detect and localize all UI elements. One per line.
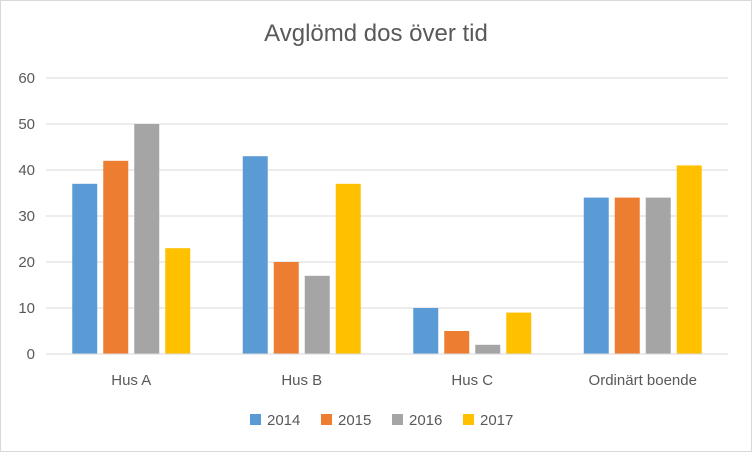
legend-label: 2015	[338, 412, 371, 429]
y-tick-label: 10	[18, 300, 35, 317]
legend-swatch-2014	[250, 414, 261, 425]
legend-label: 2017	[480, 412, 513, 429]
y-tick-label: 0	[27, 346, 35, 363]
bar-2014-0	[72, 183, 98, 354]
legend-swatch-2015	[321, 414, 332, 425]
chart-title: Avglömd dos över tid	[264, 20, 488, 47]
legend-label: 2016	[409, 412, 442, 429]
x-axis-labels: Hus A Hus B Hus C Ordinärt boende	[111, 372, 697, 389]
bar-2014-3	[583, 197, 609, 354]
legend-swatch-2017	[463, 414, 474, 425]
y-tick-label: 20	[18, 254, 35, 271]
bar-2014-1	[242, 156, 268, 354]
bar-2015-1	[273, 262, 299, 354]
x-category-label: Hus B	[281, 372, 322, 389]
bar-2017-0	[165, 248, 191, 354]
bar-2016-0	[134, 124, 160, 354]
bar-2015-2	[444, 331, 470, 354]
bar-2014-2	[413, 308, 439, 354]
bar-2015-3	[614, 197, 640, 354]
bar-2017-3	[676, 165, 702, 354]
bars	[72, 124, 702, 354]
bar-2017-2	[506, 312, 532, 354]
y-tick-label: 50	[18, 116, 35, 133]
y-tick-label: 40	[18, 162, 35, 179]
x-category-label: Hus A	[111, 372, 151, 389]
bar-2016-2	[475, 344, 501, 354]
y-tick-label: 60	[18, 70, 35, 87]
gridlines	[46, 77, 728, 309]
bar-2017-1	[335, 183, 361, 354]
y-tick-label: 30	[18, 208, 35, 225]
bar-2016-1	[304, 275, 330, 354]
x-category-label: Hus C	[451, 372, 493, 389]
legend: 2014 2015 2016 2017	[250, 412, 513, 429]
bar-2016-3	[645, 197, 671, 354]
legend-swatch-2016	[392, 414, 403, 425]
legend-label: 2014	[267, 412, 300, 429]
bar-2015-0	[103, 160, 129, 354]
x-category-label: Ordinärt boende	[589, 372, 697, 389]
y-axis-ticks: 0 10 20 30 40 50 60	[18, 70, 35, 363]
